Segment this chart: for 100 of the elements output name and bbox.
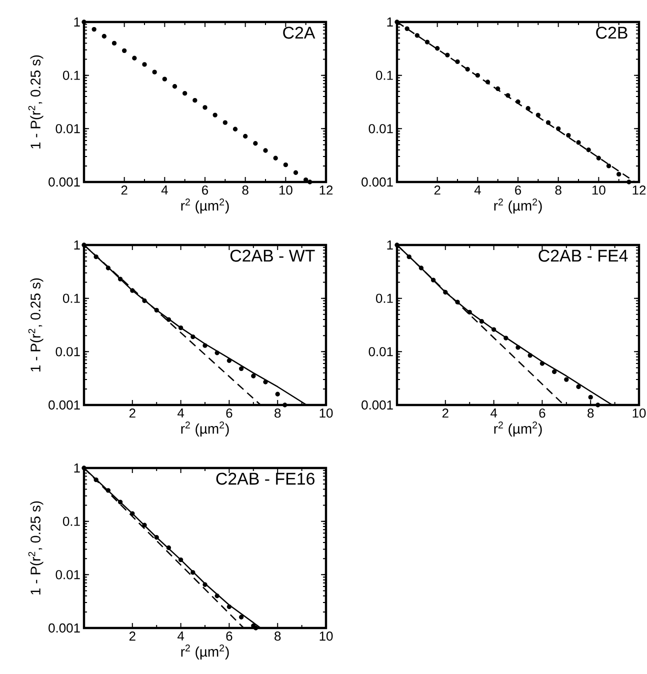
point [238,614,244,620]
point [394,242,400,248]
point [192,98,198,103]
point [443,290,448,295]
y-tick-label: 0.1 [376,294,393,303]
point [226,358,232,363]
point [528,353,532,358]
point [214,594,220,598]
point [142,62,147,67]
y-tick-label: 0.001 [48,177,80,187]
point [166,545,172,550]
point [455,300,460,304]
point [242,134,248,139]
point [404,26,410,31]
point [516,345,520,350]
point [282,402,288,408]
point [94,477,98,482]
x-tick-label: 10 [320,408,333,418]
x-tick-label: 4 [490,408,498,418]
point [82,242,86,248]
point [212,112,218,118]
point [253,626,258,630]
point [430,278,436,282]
point [586,148,591,152]
x-tick-label: 8 [588,408,594,418]
y-axis-title: 1 - P(r$^{2}$, 0.25 s) [28,501,44,594]
y-axis-title: 1 - P(r$^{2}$, 0.25 s) [28,55,44,148]
x-tick-label: 12 [320,186,333,195]
point [263,380,268,384]
point [293,170,298,175]
x-tick-label: 8 [555,186,562,195]
point [253,141,258,146]
x-tick-label: 10 [320,632,333,641]
point [495,86,500,92]
point [154,535,159,540]
point [596,156,602,160]
point [467,310,472,315]
point [130,288,135,293]
point [485,80,490,84]
x-tick-label: 4 [177,632,184,640]
point [152,70,157,74]
point [118,276,123,282]
x-tick-label: 10 [632,408,646,418]
point [102,34,107,39]
x-axis-title: r$^{2}$ (µm$^{2}$) [181,644,229,660]
y-tick-label: 0.001 [362,177,393,187]
y-tick-label: 0.001 [48,400,80,410]
point [564,377,569,382]
point [142,298,147,304]
point [418,266,424,270]
point [263,148,268,153]
point [202,343,208,348]
y-tick-label: 1 [387,18,393,26]
y-tick-label: 1 [74,18,80,26]
point [178,325,184,330]
point [406,254,412,260]
point [552,369,557,374]
y-tick-label: 0.01 [368,124,393,134]
y-tick-label: 0.01 [368,347,393,356]
chart-title: C2B [596,26,628,39]
point [251,374,256,378]
point [546,120,551,125]
point [596,402,600,408]
point [154,308,159,313]
point [94,254,98,260]
point [536,112,541,118]
y-tick-label: 1 [74,240,80,250]
point [394,20,400,24]
point [190,334,196,340]
y-tick-label: 0.1 [62,516,80,526]
point [122,48,127,54]
point [475,72,480,78]
y-tick-label: 0.01 [56,347,80,356]
x-tick-label: 10 [592,186,606,195]
point [465,66,470,72]
x-tick-label: 8 [274,632,281,641]
point [479,319,484,324]
point [202,105,208,110]
x-tick-label: 6 [202,186,208,195]
point [576,140,581,145]
point [540,361,545,366]
point [132,56,137,60]
point [455,59,460,64]
y-tick-label: 0.01 [56,124,80,134]
chart-title: C2AB - FE4 [538,250,628,262]
x-tick-label: 2 [434,186,440,195]
x-tick-label: 4 [474,186,481,194]
point [504,336,508,340]
point [178,557,184,562]
point [142,522,147,528]
point [273,156,278,160]
point [616,172,622,177]
y-tick-label: 0.1 [62,70,80,80]
point [414,33,420,38]
x-axis-title: r$^{2}$ (µm$^{2}$) [494,198,542,214]
point [92,26,96,32]
x-tick-label: 2 [129,632,136,641]
y-tick-label: 0.1 [376,70,393,80]
x-tick-label: 6 [226,408,232,418]
point [566,132,571,138]
